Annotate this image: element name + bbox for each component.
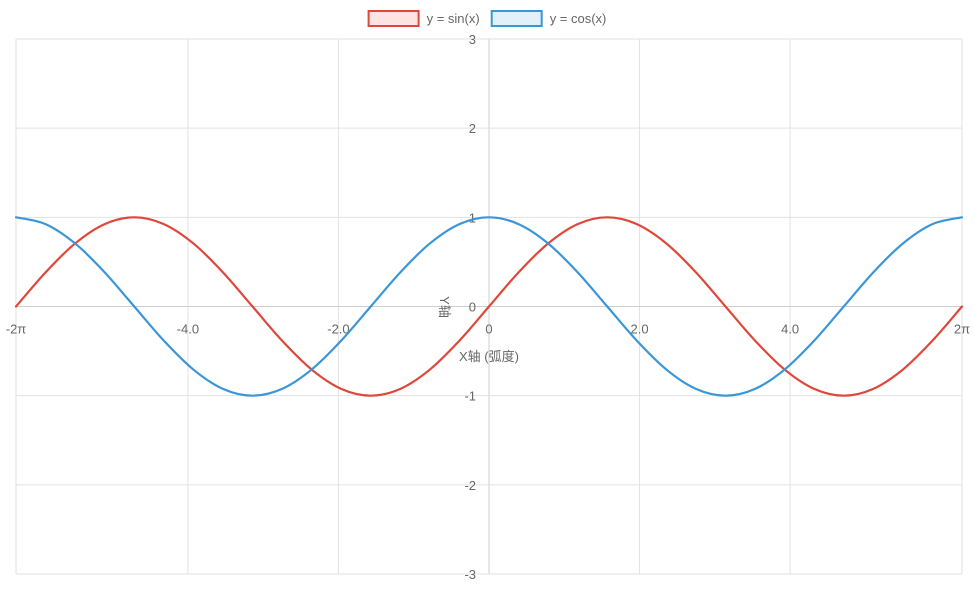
legend-item-cos[interactable]: y = cos(x) — [490, 10, 607, 27]
series-line-sin — [14, 216, 964, 397]
y-tick-labels: 3 2 1 0 -1 -2 -3 — [464, 32, 476, 582]
x-tick-labels: -2π -4.0 -2.0 0 2.0 4.0 2π — [6, 322, 970, 337]
legend-swatch — [490, 10, 543, 27]
y-axis-title: Y轴 — [437, 296, 452, 318]
x-tick-label: -2π — [6, 322, 27, 337]
x-tick-label: 2.0 — [631, 322, 649, 337]
y-tick-label: 2 — [469, 121, 476, 136]
y-tick-label: 0 — [469, 300, 476, 315]
legend-swatch — [367, 10, 420, 27]
legend-item-sin[interactable]: y = sin(x) — [367, 10, 480, 27]
legend[interactable]: y = sin(x) y = cos(x) — [367, 10, 607, 27]
x-axis-title: X轴 (弧度) — [459, 349, 519, 364]
series-line-cos — [14, 216, 964, 397]
x-tick-label: 2π — [954, 322, 970, 337]
x-tick-label: -4.0 — [177, 322, 199, 337]
grid-lines — [15, 38, 963, 575]
x-tick-label: 0 — [485, 322, 492, 337]
legend-label: y = cos(x) — [550, 11, 607, 26]
y-tick-label: -2 — [464, 478, 476, 493]
legend-label: y = sin(x) — [427, 11, 480, 26]
x-tick-label: 4.0 — [781, 322, 799, 337]
y-tick-label: 1 — [469, 210, 476, 225]
y-tick-label: 3 — [469, 32, 476, 47]
y-tick-label: -3 — [464, 567, 476, 582]
series-lines — [14, 216, 964, 397]
x-tick-label: -2.0 — [327, 322, 349, 337]
y-tick-label: -1 — [464, 389, 476, 404]
